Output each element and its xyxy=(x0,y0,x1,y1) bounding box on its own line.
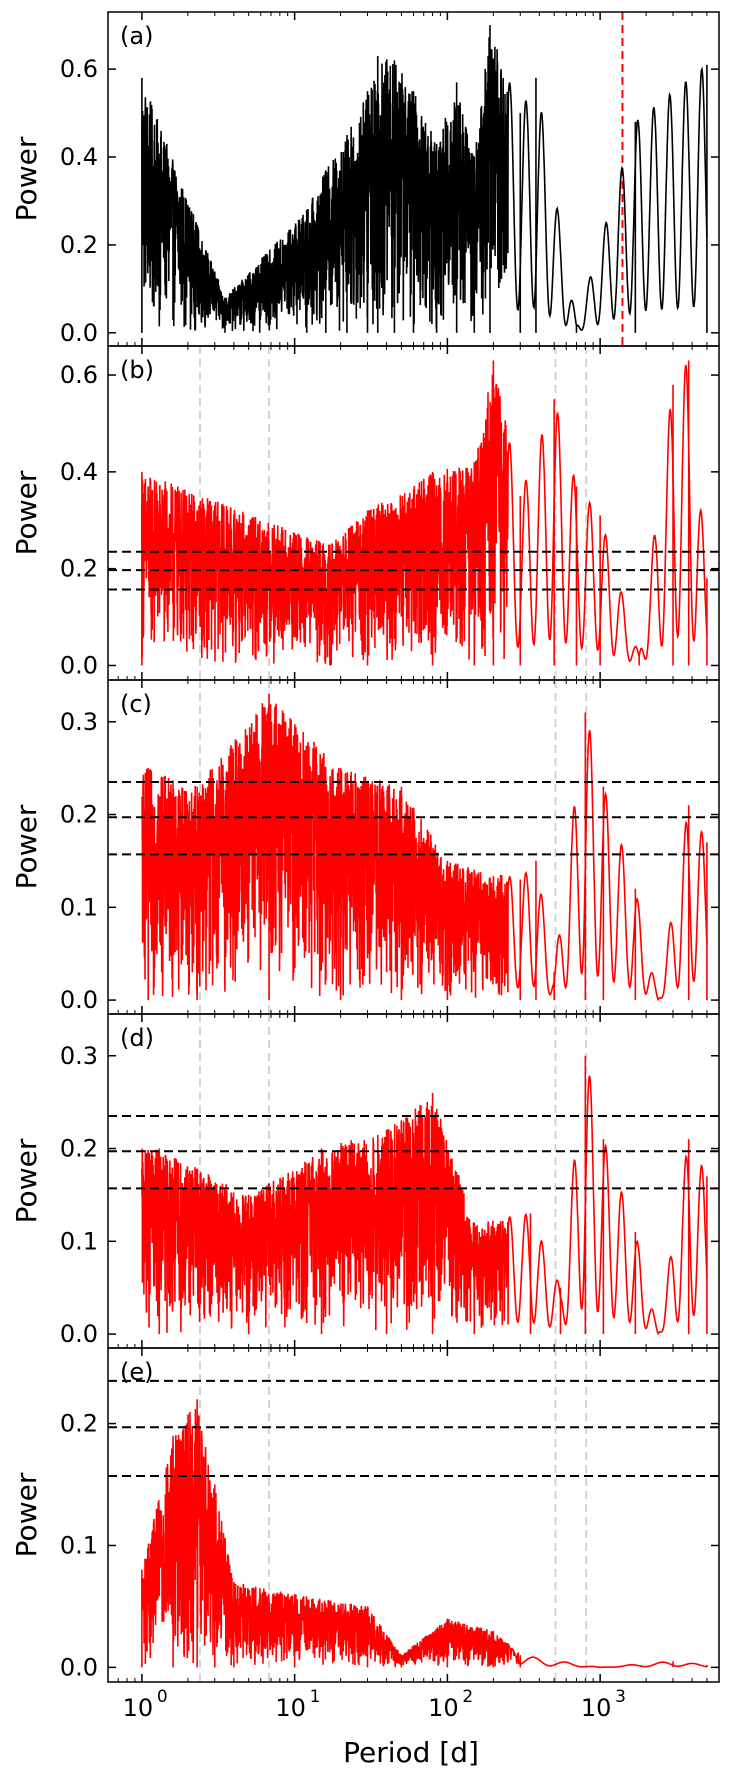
panel-label: (b) xyxy=(120,356,154,384)
y-tick-label: 0.1 xyxy=(60,1227,98,1255)
panel-label: (e) xyxy=(120,1358,154,1386)
panel-label: (c) xyxy=(120,690,152,718)
panel-label: (a) xyxy=(120,22,153,50)
y-tick-label: 0.3 xyxy=(60,1042,98,1070)
x-tick-label: 10 xyxy=(275,1694,306,1722)
y-tick-label: 0.0 xyxy=(60,651,98,679)
y-tick-label: 0.2 xyxy=(60,1135,98,1163)
panel-d: 0.0 0.1 0.2 0.3 (d) Power xyxy=(10,1013,720,1349)
panel-a: 0.0 0.2 0.4 0.6 (a) Power xyxy=(10,11,720,347)
y-tick-label: 0.6 xyxy=(60,55,98,83)
panels: 0.0 0.2 0.4 0.6 (a) Power 0.0 0.2 0.4 0.6 (b) Power… xyxy=(10,11,720,1722)
y-tick-label: 0.4 xyxy=(60,458,98,486)
y-tick-label: 0.0 xyxy=(60,319,98,347)
y-tick-label: 0.2 xyxy=(60,555,98,583)
y-tick-label: 0.2 xyxy=(60,801,98,829)
y-tick-label: 0.0 xyxy=(60,1320,98,1348)
x-tick-label: 10 xyxy=(581,1694,612,1722)
power-curve xyxy=(141,37,708,333)
y-axis-title: Power xyxy=(10,136,43,221)
y-tick-label: 0.1 xyxy=(60,1531,98,1559)
power-curve xyxy=(141,364,708,666)
x-tick-label: 10 xyxy=(428,1694,459,1722)
y-tick-label: 0.0 xyxy=(60,986,98,1014)
y-axis-title: Power xyxy=(10,1138,43,1223)
x-axis-title: Period [d] xyxy=(343,1736,479,1769)
power-curve xyxy=(141,703,708,1001)
panel-b: 0.0 0.2 0.4 0.6 (b) Power xyxy=(10,345,720,681)
x-tick-exponent: 3 xyxy=(615,1687,626,1707)
power-curve xyxy=(141,1409,708,1669)
y-tick-label: 0.0 xyxy=(60,1653,98,1681)
y-axis-title: Power xyxy=(10,470,43,555)
y-tick-label: 0.2 xyxy=(60,1410,98,1438)
x-tick-label: 10 xyxy=(123,1694,154,1722)
x-tick-exponent: 1 xyxy=(310,1687,321,1707)
y-tick-label: 0.2 xyxy=(60,231,98,259)
panel-c: 0.0 0.1 0.2 0.3 (c) Power xyxy=(10,679,720,1015)
panel-label: (d) xyxy=(120,1024,154,1052)
power-curve xyxy=(141,1075,708,1335)
y-tick-label: 0.3 xyxy=(60,708,98,736)
y-axis-title: Power xyxy=(10,1472,43,1557)
y-tick-label: 0.4 xyxy=(60,143,98,171)
y-axis-title: Power xyxy=(10,804,43,889)
x-tick-exponent: 0 xyxy=(157,1687,168,1707)
y-tick-label: 0.6 xyxy=(60,361,98,389)
y-tick-label: 0.1 xyxy=(60,893,98,921)
x-tick-exponent: 2 xyxy=(462,1687,473,1707)
